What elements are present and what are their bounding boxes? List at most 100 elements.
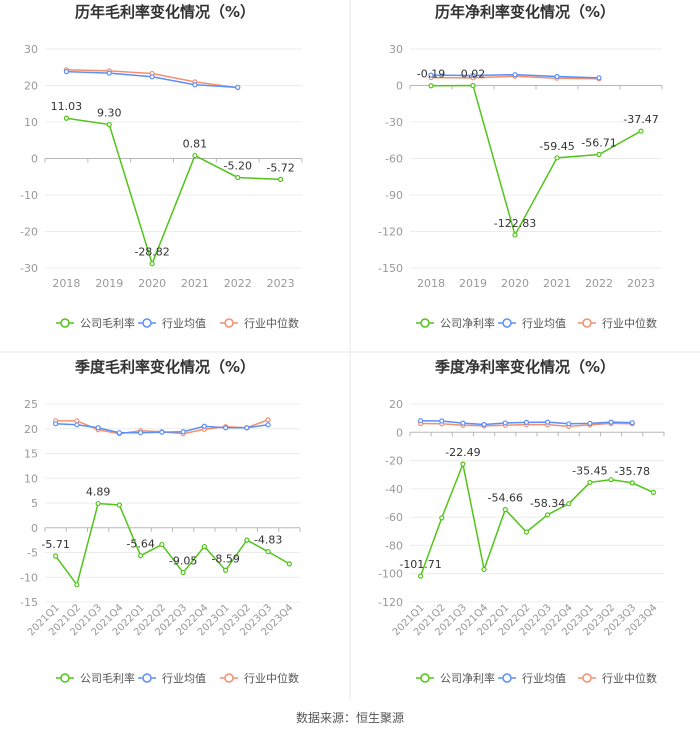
y-tick-label: -15	[20, 596, 38, 609]
data-point	[244, 537, 250, 543]
y-tick-label: 0	[31, 153, 38, 166]
source-note: 数据来源：恒生聚源	[295, 711, 404, 725]
legend-marker	[420, 673, 430, 683]
legend-label: 公司净利率	[440, 671, 495, 685]
data-point	[638, 128, 644, 134]
data-point	[149, 74, 155, 80]
data-point	[116, 502, 122, 508]
x-tick-label: 2023	[627, 277, 655, 290]
legend-marker	[142, 673, 152, 683]
data-label: -35.45	[572, 464, 607, 477]
y-tick-label: -80	[385, 539, 403, 552]
data-point	[74, 582, 80, 588]
data-label: 0.02	[461, 67, 486, 80]
data-point	[159, 541, 165, 548]
data-point	[523, 529, 530, 535]
y-tick-label: 25	[24, 398, 38, 411]
data-label: -54.66	[488, 492, 523, 505]
legend-marker	[502, 673, 512, 683]
data-point	[470, 82, 476, 89]
x-tick-label: 2019	[95, 277, 123, 290]
data-point	[428, 72, 434, 78]
data-label: -101.71	[399, 558, 441, 571]
data-point	[417, 573, 424, 579]
legend-marker	[60, 318, 70, 328]
series-line-1	[430, 84, 642, 237]
data-point	[223, 425, 229, 431]
y-tick-label: -60	[385, 511, 403, 524]
data-label: -9.05	[169, 555, 197, 568]
data-label: -122.83	[494, 217, 536, 230]
legend-label: 行业均值	[162, 317, 206, 330]
legend-marker	[142, 318, 152, 328]
data-point	[286, 561, 292, 567]
data-point	[244, 425, 250, 431]
x-tick-label: 2018	[52, 277, 80, 290]
y-tick-label: -20	[20, 226, 38, 239]
data-point	[116, 430, 122, 436]
data-label: -35.78	[615, 465, 650, 478]
y-tick-label: -30	[20, 262, 38, 275]
chart-title: 历年净利率变化情况（%）	[435, 3, 615, 21]
data-point	[544, 419, 551, 425]
x-tick-label: 2020	[138, 277, 166, 290]
x-tick-label: 2023	[267, 277, 295, 290]
data-label: -59.45	[539, 140, 574, 153]
data-point	[235, 84, 241, 90]
data-label: -28.82	[134, 246, 169, 259]
data-label: -22.49	[445, 446, 480, 459]
data-point	[512, 232, 518, 238]
legend-label: 公司毛利率	[80, 316, 135, 330]
data-label: 0.81	[183, 138, 208, 151]
chart-1: 历年毛利率变化情况（%） 30 20 10 0 -10 -20 -30 2018 2019 2020…	[20, 3, 303, 330]
x-tick-label: 2022	[224, 277, 252, 290]
data-label: -5.20	[224, 159, 252, 172]
data-point	[53, 421, 59, 427]
data-point	[481, 421, 487, 428]
data-point	[63, 69, 70, 75]
y-tick-label: 20	[389, 398, 403, 411]
y-tick-label: 0	[31, 522, 38, 535]
x-tick-label: 2020	[501, 277, 529, 290]
data-point	[502, 420, 508, 426]
data-point	[596, 75, 602, 81]
y-tick-label: 20	[24, 423, 38, 436]
data-point	[523, 419, 530, 425]
y-tick-label: 0	[396, 426, 403, 439]
data-point	[587, 479, 593, 486]
legend-label: 行业中位数	[244, 671, 299, 685]
y-tick-label: -10	[20, 189, 38, 202]
y-tick-label: 30	[389, 43, 403, 56]
chart-title: 季度净利率变化情况（%）	[435, 358, 615, 376]
data-point	[481, 566, 487, 573]
series-line-1	[55, 502, 290, 587]
chart-4: 季度净利率变化情况（%）200-20-40-60-80-100-1202021Q…	[378, 358, 665, 685]
data-point	[180, 429, 186, 435]
legend-label: 行业中位数	[244, 316, 299, 330]
x-tick-label: 2021	[181, 277, 209, 290]
data-point	[277, 176, 284, 182]
data-point	[95, 425, 101, 431]
chart-title: 季度毛利率变化情况（%）	[75, 358, 255, 376]
data-label: -56.71	[581, 136, 616, 149]
data-point	[192, 152, 198, 159]
data-point	[439, 515, 445, 521]
data-point	[138, 553, 144, 559]
data-point	[629, 420, 635, 426]
legend-label: 公司毛利率	[80, 671, 135, 685]
data-point	[460, 420, 466, 426]
y-tick-label: 10	[24, 116, 38, 129]
chart-3: 季度毛利率变化情况（%）2520151050-5-10-152021Q12021…	[20, 358, 301, 685]
data-point	[265, 417, 271, 423]
y-tick-label: -120	[378, 596, 403, 609]
data-point	[159, 429, 165, 435]
legend-label: 行业中位数	[602, 316, 657, 330]
data-point	[596, 151, 602, 158]
legend-marker	[582, 673, 592, 683]
y-tick-label: 0	[396, 80, 403, 93]
legend-marker	[60, 673, 70, 683]
y-tick-label: -100	[378, 568, 403, 581]
legend-marker	[502, 318, 512, 328]
data-point	[470, 72, 476, 79]
x-tick-label: 2019	[459, 277, 487, 290]
